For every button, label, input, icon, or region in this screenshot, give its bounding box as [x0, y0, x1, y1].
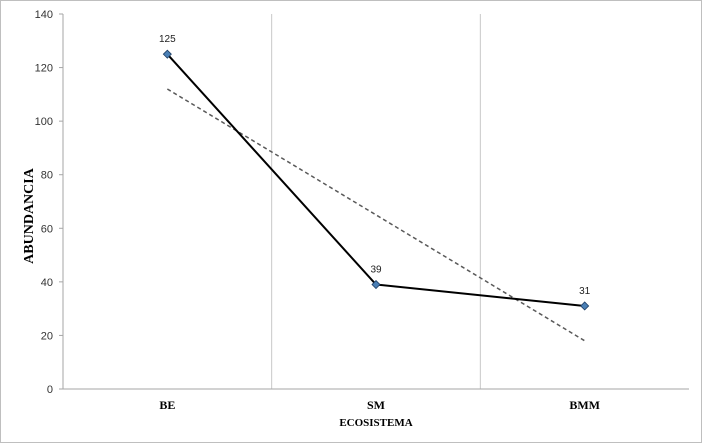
label-layer: 125 39 31 [159, 34, 591, 297]
x-category-label: SM [367, 398, 385, 412]
y-tick-label: 60 [41, 223, 53, 235]
y-tick-label: 40 [41, 277, 53, 289]
grid-layer [271, 14, 481, 389]
data-point-marker [371, 279, 381, 290]
axis-layer: 0 20 40 60 80 100 120 140 BE SM BMM [35, 9, 689, 412]
y-tick-label: 120 [35, 63, 53, 75]
data-point-marker [162, 49, 172, 59]
data-point-marker [580, 301, 590, 311]
x-axis-title: ECOSISTEMA [339, 417, 412, 429]
y-tick-label: 140 [35, 9, 53, 21]
data-label: 125 [159, 34, 176, 45]
y-tick-label: 0 [47, 384, 53, 396]
data-label: 31 [579, 286, 591, 297]
trendline-layer [166, 88, 586, 342]
x-category-label: BE [159, 398, 175, 412]
trendline [166, 88, 586, 342]
y-tick-label: 80 [41, 170, 53, 182]
y-tick-label: 100 [35, 116, 53, 128]
series-layer [162, 49, 590, 311]
data-label: 39 [370, 265, 382, 276]
y-tick-label: 20 [41, 330, 53, 342]
x-category-label: BMM [569, 398, 600, 412]
y-axis-title: ABUNDANCIA [22, 167, 37, 264]
